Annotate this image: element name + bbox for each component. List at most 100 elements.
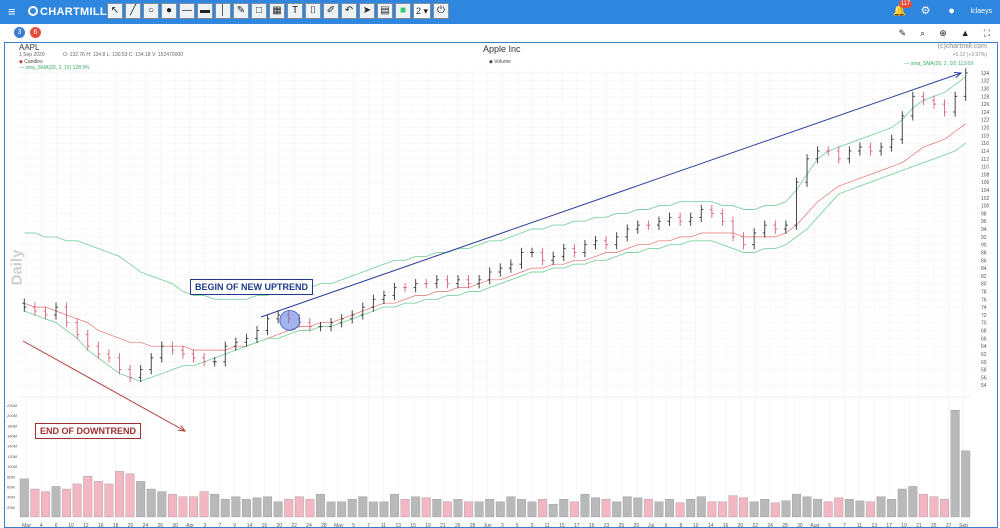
- ohlc-readout: O: 132.76 H: 134.8 L: 130.53 C: 134.18 V…: [63, 52, 183, 58]
- menu-icon[interactable]: ≡: [8, 4, 16, 19]
- x-tick-label: 14: [708, 523, 714, 528]
- volume-bar: [781, 500, 791, 518]
- x-tick-label: 19: [589, 523, 595, 528]
- search-icon[interactable]: ⌕: [920, 28, 926, 38]
- x-tick-label: 20: [277, 523, 283, 528]
- fill-tool-button[interactable]: ▦: [269, 3, 285, 19]
- x-tick-label: 21: [916, 523, 922, 528]
- y-tick-label: 72: [981, 313, 987, 319]
- price-chart[interactable]: 5456586062646668707274767880828486889092…: [5, 43, 998, 528]
- chart-subbar: 3 6 ✎ ⌕ ⊕ ▲ ⛶: [0, 24, 1000, 42]
- fullscreen-icon[interactable]: ⛶: [983, 28, 990, 38]
- volume-tick-label: 160M: [7, 434, 17, 439]
- x-tick-label: 6: [665, 523, 668, 528]
- save-tool-button[interactable]: ▤: [377, 3, 393, 19]
- x-tick-label: 4: [40, 523, 43, 528]
- chip-red[interactable]: 6: [30, 27, 41, 38]
- timeframe-select[interactable]: 2 ▾: [413, 3, 431, 19]
- volume-bar: [358, 496, 368, 518]
- y-tick-label: 112: [981, 157, 989, 163]
- x-tick-label: 25: [619, 523, 625, 528]
- volume-bar: [643, 499, 653, 518]
- volume-tick-label: 220M: [7, 403, 17, 408]
- volume-bar: [41, 491, 50, 518]
- x-tick-label: 24: [767, 523, 773, 528]
- volume-bar: [72, 483, 82, 518]
- y-tick-label: 134: [981, 71, 990, 77]
- volume-bar: [918, 493, 928, 518]
- annotation-downtrend[interactable]: END OF DOWNTREND: [35, 423, 141, 439]
- trend-marker-circle: [279, 309, 301, 331]
- settings-icon[interactable]: ⚙: [920, 5, 931, 17]
- pencil-tool-button[interactable]: ✎: [233, 3, 249, 19]
- x-tick-label: 28: [321, 523, 327, 528]
- logo[interactable]: CHARTMILL: [28, 6, 107, 18]
- edit-icon[interactable]: ✎: [898, 28, 907, 38]
- volume-bar: [887, 499, 897, 518]
- y-tick-label: 132: [981, 79, 990, 85]
- y-tick-label: 54: [981, 383, 987, 389]
- vline-tool-button[interactable]: │: [215, 3, 231, 19]
- x-tick-label: 7: [843, 523, 846, 528]
- volume-bar: [569, 501, 579, 518]
- user-icon[interactable]: ●: [948, 5, 955, 17]
- volume-tick-label: 120M: [7, 454, 17, 459]
- rect-tool-button[interactable]: □: [251, 3, 267, 19]
- notifications-icon[interactable]: 🔔 117: [892, 0, 913, 17]
- top-bar: ≡ CHARTMILL ↖ ╱ ○ ● — ▬ │ ✎ □ ▦ T ⌷ ✐ ↶ ➤ ▤ ■ 2 ▾ ⏻ 🔔 117 ⚙…: [0, 0, 1000, 24]
- x-tick-label: 13: [872, 523, 878, 528]
- volume-bar: [495, 501, 505, 518]
- chart-panel[interactable]: 54 56 58 60 62 64 66 68 70 72 74 76 78 80 82 84 86 88 90 92…: [4, 42, 998, 528]
- text-tool-button[interactable]: T: [287, 3, 303, 19]
- volume-bar: [146, 488, 156, 518]
- x-tick-label: Apr: [186, 523, 194, 528]
- volume-bar: [612, 501, 622, 518]
- volume-bar: [210, 493, 220, 518]
- volume-bar: [294, 496, 304, 518]
- volume-bar: [675, 502, 685, 518]
- volume-tick-label: 100M: [7, 464, 17, 469]
- legend-sma: — sma_SMA(20, 2, 10) 128.9%: [19, 65, 90, 71]
- segment-tool-button[interactable]: ▬: [197, 3, 213, 19]
- marker-tool-button[interactable]: ➤: [359, 3, 375, 19]
- zoom-icon[interactable]: ⊕: [939, 28, 947, 38]
- y-tick-label: 84: [981, 266, 987, 272]
- volume-bar: [601, 499, 611, 518]
- x-tick-label: 3: [204, 523, 207, 528]
- arrow-tool-button[interactable]: ✐: [323, 3, 339, 19]
- annotation-uptrend[interactable]: BEGIN OF NEW UPTREND: [190, 279, 314, 295]
- username[interactable]: lclaeys: [970, 7, 992, 15]
- y-tick-label: 116: [981, 141, 989, 147]
- color-tool-button[interactable]: ■: [395, 3, 411, 19]
- line-tool-button[interactable]: ╱: [125, 3, 141, 19]
- undo-tool-button[interactable]: ↶: [341, 3, 357, 19]
- timeframe-watermark: Daily: [8, 249, 26, 286]
- logo-text: CHARTMILL: [40, 6, 107, 18]
- disc-tool-button[interactable]: ●: [161, 3, 177, 19]
- y-tick-label: 86: [981, 258, 987, 264]
- x-tick-label: 6: [55, 523, 58, 528]
- volume-bar: [876, 496, 886, 518]
- label-tool-button[interactable]: ⌷: [305, 3, 321, 19]
- select-tool-button[interactable]: ↖: [107, 3, 123, 19]
- x-tick-label: 30: [172, 523, 178, 528]
- volume-bar: [559, 499, 569, 518]
- x-tick-label: 23: [604, 523, 610, 528]
- alert-icon[interactable]: ▲: [960, 28, 970, 38]
- volume-bar: [866, 501, 875, 518]
- hline-tool-button[interactable]: —: [179, 3, 195, 19]
- volume-bar: [696, 496, 706, 518]
- legend-candles: ◆ Candles: [19, 59, 43, 65]
- y-tick-label: 128: [981, 94, 990, 100]
- x-tick-label: 7: [218, 523, 221, 528]
- x-tick-label: Aug: [810, 523, 819, 528]
- circle-tool-button[interactable]: ○: [143, 3, 159, 19]
- volume-bar: [580, 493, 590, 518]
- x-tick-label: 25: [931, 523, 937, 528]
- volume-bar: [379, 501, 389, 518]
- volume-bar: [739, 497, 749, 518]
- volume-bar: [136, 481, 146, 518]
- power-button[interactable]: ⏻: [433, 3, 449, 19]
- y-tick-label: 90: [981, 243, 987, 249]
- chip-blue[interactable]: 3: [14, 27, 25, 38]
